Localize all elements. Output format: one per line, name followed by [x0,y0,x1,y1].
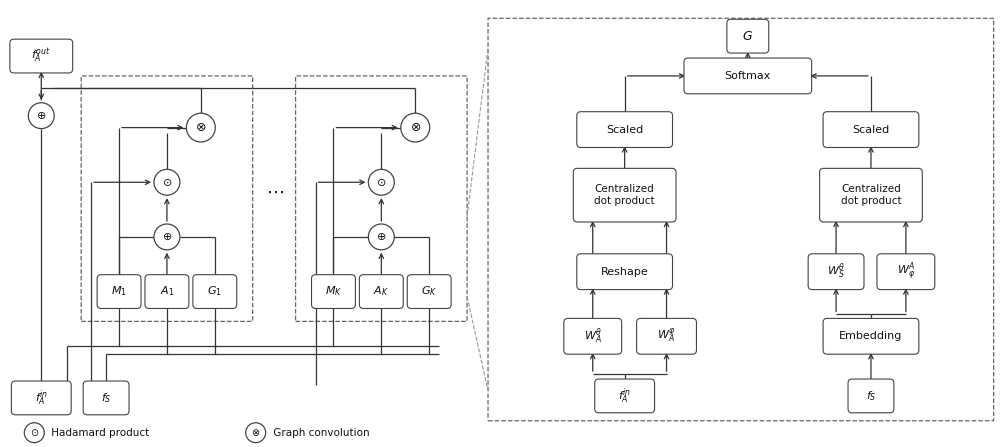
Circle shape [368,224,394,250]
FancyBboxPatch shape [577,112,673,148]
Text: $\otimes$: $\otimes$ [251,427,260,438]
FancyBboxPatch shape [359,274,403,308]
Text: $G_1$: $G_1$ [207,285,222,299]
FancyBboxPatch shape [877,254,935,290]
Text: $f_A^{out}$: $f_A^{out}$ [31,47,51,65]
Text: $\otimes$: $\otimes$ [410,121,421,134]
Text: Graph convolution: Graph convolution [270,428,369,438]
FancyBboxPatch shape [312,274,355,308]
Text: $M_K$: $M_K$ [325,285,342,299]
FancyBboxPatch shape [823,318,919,354]
Text: $\odot$: $\odot$ [162,177,172,188]
Circle shape [24,423,44,443]
Text: $M_1$: $M_1$ [111,285,127,299]
Text: $W_A^\theta$: $W_A^\theta$ [584,326,602,346]
Text: $A_1$: $A_1$ [160,285,174,299]
Text: Centralized
dot product: Centralized dot product [841,184,901,206]
Text: $\odot$: $\odot$ [376,177,386,188]
FancyBboxPatch shape [10,39,73,73]
FancyBboxPatch shape [727,19,769,53]
Text: Reshape: Reshape [601,267,649,277]
FancyBboxPatch shape [97,274,141,308]
FancyBboxPatch shape [595,379,655,413]
FancyBboxPatch shape [820,169,922,222]
Text: $f_S$: $f_S$ [101,391,111,405]
FancyBboxPatch shape [823,112,919,148]
Text: Softmax: Softmax [725,71,771,81]
Text: Embedding: Embedding [839,331,903,342]
Text: $A_K$: $A_K$ [373,285,389,299]
Circle shape [154,169,180,195]
Text: $f_A^{in}$: $f_A^{in}$ [618,386,631,406]
Circle shape [154,224,180,250]
FancyBboxPatch shape [637,318,696,354]
Text: $G_K$: $G_K$ [421,285,437,299]
FancyBboxPatch shape [11,381,71,415]
Text: $\odot$: $\odot$ [30,427,39,438]
Circle shape [28,103,54,129]
Text: $W_\varphi^A$: $W_\varphi^A$ [897,261,915,283]
Circle shape [401,113,430,142]
FancyBboxPatch shape [83,381,129,415]
Text: Centralized
dot product: Centralized dot product [594,184,655,206]
Text: Scaled: Scaled [852,125,890,135]
Text: $W_A^\varphi$: $W_A^\varphi$ [657,327,676,346]
FancyBboxPatch shape [808,254,864,290]
Text: $\oplus$: $\oplus$ [36,110,46,121]
Text: $f_S$: $f_S$ [866,389,876,403]
FancyBboxPatch shape [573,169,676,222]
Text: Hadamard product: Hadamard product [48,428,150,438]
Text: $W_S^\theta$: $W_S^\theta$ [827,262,845,282]
FancyBboxPatch shape [145,274,189,308]
Circle shape [246,423,266,443]
Text: $\cdots$: $\cdots$ [266,183,284,201]
Circle shape [368,169,394,195]
FancyBboxPatch shape [848,379,894,413]
FancyBboxPatch shape [564,318,622,354]
Text: Scaled: Scaled [606,125,643,135]
Text: $\oplus$: $\oplus$ [376,232,386,242]
Text: $f_A^{in}$: $f_A^{in}$ [35,388,48,408]
Circle shape [186,113,215,142]
Text: $\otimes$: $\otimes$ [195,121,206,134]
FancyBboxPatch shape [407,274,451,308]
Text: $\oplus$: $\oplus$ [162,232,172,242]
FancyBboxPatch shape [684,58,812,94]
FancyBboxPatch shape [577,254,673,290]
FancyBboxPatch shape [193,274,237,308]
Text: $G$: $G$ [742,30,753,42]
